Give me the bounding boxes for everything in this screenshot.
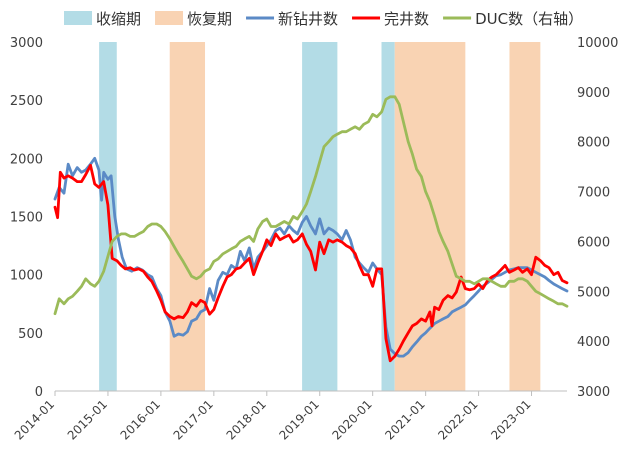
y-left-tick-label: 0	[35, 385, 43, 400]
shaded-periods	[99, 42, 541, 391]
x-tick-label: 2019-01	[277, 397, 322, 442]
y-right-tick-label: 7000	[577, 186, 610, 201]
x-tick-label: 2017-01	[171, 397, 216, 442]
y-right-tick-label: 5000	[577, 285, 610, 300]
recovery-band	[169, 42, 206, 391]
x-tick-label: 2015-01	[65, 397, 110, 442]
y-left-tick-label: 1000	[10, 269, 43, 284]
x-tick-label: 2014-01	[12, 397, 57, 442]
recovery-legend-label: 恢复期	[187, 10, 232, 28]
x-tick-label: 2022-01	[435, 397, 480, 442]
y-right-tick-label: 8000	[577, 136, 610, 151]
y-right-tick-label: 9000	[577, 86, 610, 101]
contraction-legend-label: 收缩期	[96, 10, 141, 28]
y-right-tick-label: 4000	[577, 335, 610, 350]
y-left-tick-label: 2500	[10, 94, 43, 109]
x-tick-label: 2023-01	[488, 397, 533, 442]
x-tick-label: 2020-01	[329, 397, 374, 442]
recovery-band	[394, 42, 466, 391]
y-left-tick-label: 500	[18, 327, 43, 342]
completed-series-line	[53, 163, 569, 363]
x-tick-label: 2016-01	[118, 397, 163, 442]
duc-series-line	[53, 95, 569, 316]
y-right-tick-label: 6000	[577, 235, 610, 250]
contraction-legend-swatch	[64, 11, 92, 25]
series-lines	[53, 95, 569, 363]
recovery-legend-swatch	[155, 11, 184, 25]
y-right-tick-label: 3000	[577, 385, 610, 400]
completed-legend-label: 完井数	[384, 10, 429, 28]
duc-legend-label: DUC数（右轴）	[475, 10, 583, 28]
x-tick-label: 2018-01	[224, 397, 269, 442]
legend: 收缩期 恢复期 新钻井数 完井数 DUC数（右轴）	[64, 10, 583, 28]
y-left-tick-label: 2000	[10, 152, 43, 167]
new_wells-legend-label: 新钻井数	[278, 10, 338, 28]
recovery-band	[509, 42, 541, 391]
y-left-tick-label: 3000	[10, 36, 43, 51]
y-left-tick-label: 1500	[10, 211, 43, 226]
y-right-tick-label: 10000	[577, 36, 618, 51]
x-tick-label: 2021-01	[382, 397, 427, 442]
